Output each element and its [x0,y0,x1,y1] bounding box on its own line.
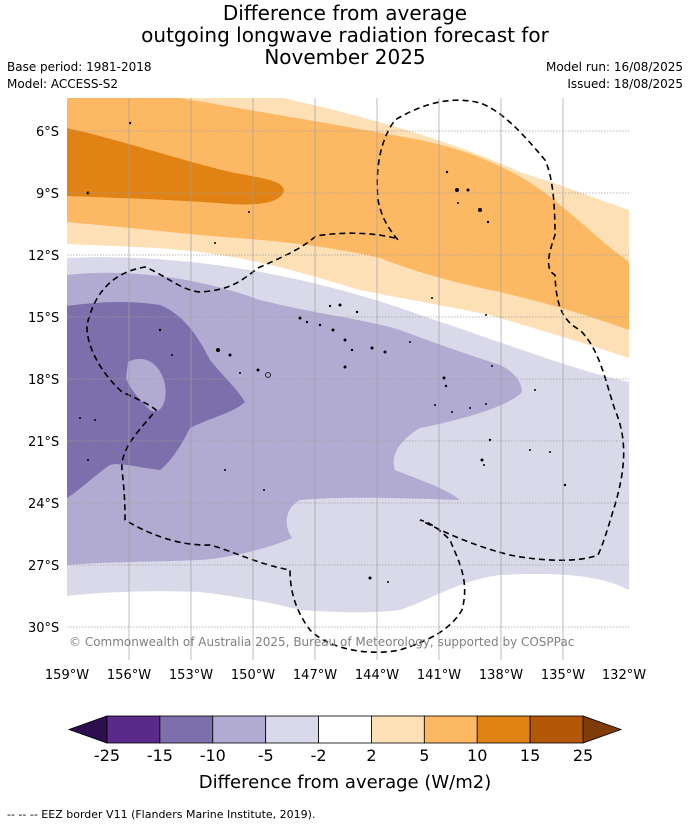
model-run: Model run: 16/08/2025 [545,60,683,74]
lon-tick-144w: 144°W [355,668,399,683]
meta-right: Model run: 16/08/2025 Issued: 18/08/2025 [546,59,683,93]
lon-tick-138w: 138°W [479,668,523,683]
colorbar-tick-label: 2 [366,746,376,765]
band-neg-hole [126,358,166,412]
colorbar-segment [212,715,267,744]
lon-tick-135w: 135°W [541,668,585,683]
lat-tick-27s: 27°S [28,559,59,574]
lon-tick-159w: 159°W [45,668,89,683]
lat-tick-18s: 18°S [28,373,59,388]
title-line-3: November 2025 [264,45,426,69]
colorbar-segment [106,715,161,744]
colorbar-segment [318,715,372,744]
lat-tick-9s: 9°S [36,187,59,202]
colorbar-segment [423,715,478,744]
map-plot-area: © Commonwealth of Australia 2025, Bureau… [67,98,629,660]
lat-tick-15s: 15°S [28,311,59,326]
lat-tick-21s: 21°S [28,435,59,450]
title-line-2: outgoing longwave radiation forecast for [141,23,549,47]
colorbar-tick-label: 10 [467,746,487,765]
band-pos-5-10 [67,98,629,330]
lon-tick-147w: 147°W [293,668,337,683]
colorbar-segment [476,715,531,744]
eez-legend-note: -- -- -- EEZ border V11 (Flanders Marine… [7,808,316,821]
colorbar-over-arrow [582,715,623,744]
colorbar-segment [159,715,214,744]
lat-tick-12s: 12°S [28,249,59,264]
chart-title: Difference from average outgoing longwav… [0,2,690,68]
copyright-watermark: © Commonwealth of Australia 2025, Bureau… [69,635,574,649]
colorbar-tick-label: -5 [258,746,274,765]
eez-border [86,99,625,653]
colorbar-tick-label: 15 [520,746,540,765]
colorbar-tick-label: -15 [147,746,173,765]
map-axis-labels: 6°S 9°S 12°S 15°S 18°S 21°S 24°S 27°S 30… [28,125,646,683]
meta-left: Base period: 1981-2018 Model: ACCESS-S2 [7,59,152,93]
colorbar-tick-labels: -25 -15 -10 -5 -2 2 5 10 15 25 [94,746,593,765]
issued-date: Issued: 18/08/2025 [567,77,683,91]
colorbar-tick-label: -25 [94,746,120,765]
lon-tick-150w: 150°W [231,668,275,683]
colorbar [67,715,623,744]
band-pos-10-15 [67,128,284,205]
lat-tick-30s: 30°S [28,621,59,636]
lat-tick-24s: 24°S [28,497,59,512]
colorbar-under-arrow [67,715,108,744]
lon-tick-153w: 153°W [169,668,213,683]
model-name: Model: ACCESS-S2 [7,77,119,91]
lat-tick-6s: 6°S [36,125,59,140]
lon-tick-132w: 132°W [602,668,646,683]
colorbar-tick-label: -10 [200,746,226,765]
map-gridlines [67,98,629,660]
title-line-1: Difference from average [222,1,468,25]
colorbar-segment [529,715,584,744]
colorbar-tick-label: 25 [573,746,593,765]
lon-tick-156w: 156°W [107,668,151,683]
colorbar-tick-label: -2 [311,746,327,765]
colorbar-tick-label: 5 [419,746,429,765]
colorbar-segment [265,715,319,744]
colorbar-label: Difference from average (W/m2) [199,772,491,793]
lon-tick-141w: 141°W [417,668,461,683]
colorbar-segment [371,715,425,744]
base-period: Base period: 1981-2018 [7,60,152,74]
